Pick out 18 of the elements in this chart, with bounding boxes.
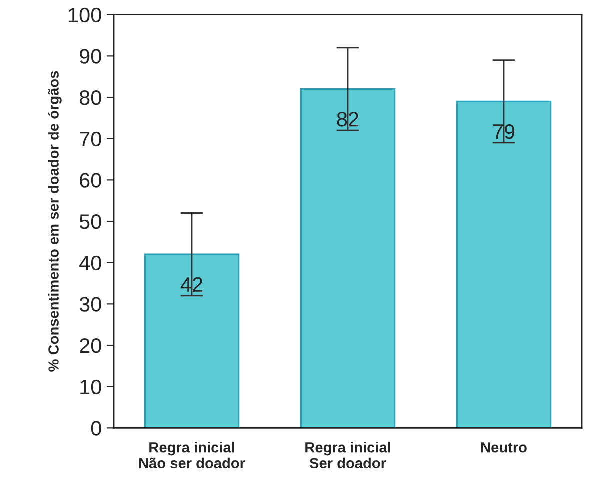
x-tick-label: Neutro (481, 442, 527, 453)
y-axis-title: % Consentimento em ser doador de órgãos (48, 71, 62, 372)
y-tick-label: 60 (80, 173, 102, 188)
y-tick-label: 0 (91, 421, 102, 436)
y-tick-label: 80 (80, 90, 102, 106)
y-tick-label: 50 (80, 214, 102, 230)
x-tick-label: Regra inicial Não ser doador (139, 442, 246, 469)
y-tick-label: 90 (80, 49, 102, 64)
bar (144, 254, 240, 428)
y-tick-label: 70 (80, 132, 102, 147)
y-tick-label: 40 (80, 256, 102, 271)
y-tick-label: 100 (69, 8, 102, 23)
y-tick-label: 10 (80, 380, 102, 395)
x-tick-label: Regra inicial Ser doador (306, 442, 390, 469)
bar (456, 100, 552, 428)
bar (300, 88, 396, 428)
y-tick-label: 20 (80, 338, 102, 354)
y-tick-label: 30 (80, 297, 102, 312)
